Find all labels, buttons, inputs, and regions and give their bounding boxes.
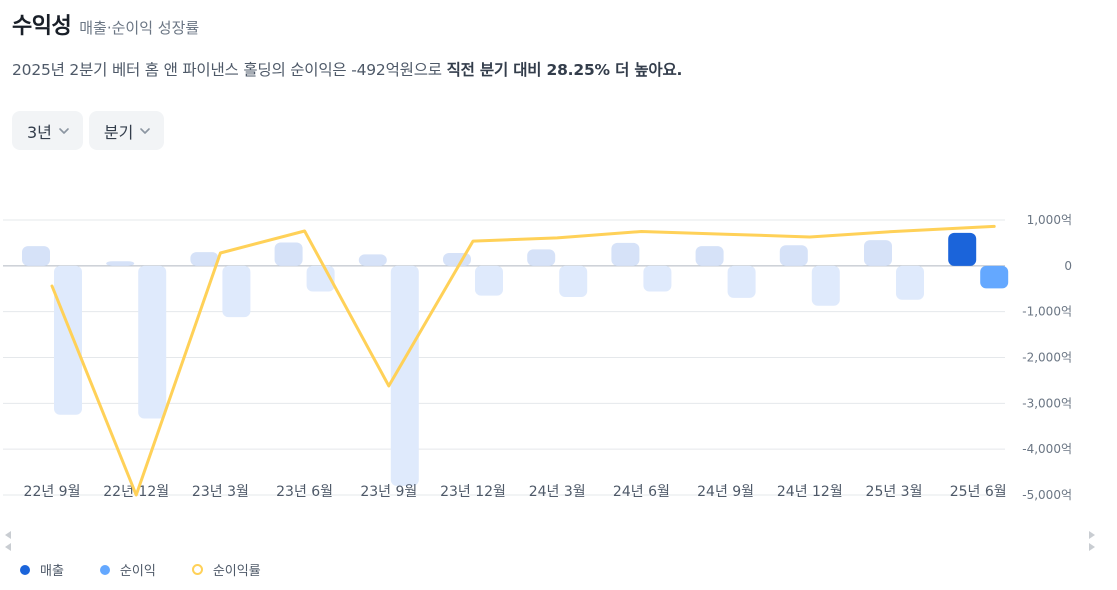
x-tick-label: 24년 6월 [613, 484, 670, 500]
netincome-bar [559, 265, 588, 297]
chart-legend: 매출 순이익 순이익률 [20, 560, 261, 579]
revenue-bar [106, 261, 135, 266]
netincome-bar [390, 265, 419, 486]
period-select[interactable]: 3년 [12, 111, 83, 150]
revenue-bar [443, 253, 471, 266]
y-tick-label: -4,000억 [1022, 442, 1072, 456]
netincome-bar [643, 265, 672, 292]
scroll-left-bottom-icon[interactable] [5, 543, 11, 551]
y-tick-label: -1,000억 [1022, 305, 1072, 319]
x-tick-label: 23년 6월 [276, 484, 333, 500]
section-subtitle: 매출·순이익 성장률 [79, 19, 200, 37]
legend-margin-ring-icon [191, 564, 203, 575]
revenue-bar [274, 242, 303, 266]
revenue-bar [779, 245, 808, 266]
revenue-bar [527, 249, 556, 266]
revenue-bar [695, 246, 724, 266]
revenue-bar [358, 254, 387, 266]
netincome-bar [475, 265, 503, 296]
revenue-bar [864, 240, 892, 266]
scroll-right-bottom-icon[interactable] [1089, 543, 1095, 551]
x-tick-label: 24년 3월 [529, 484, 586, 500]
x-tick-label: 23년 3월 [192, 484, 249, 500]
legend-label: 순이익 [119, 564, 156, 579]
chevron-down-icon [59, 127, 69, 134]
y-tick-label: -2,000억 [1022, 351, 1072, 365]
netincome-bar [222, 265, 251, 318]
y-tick-label: -5,000억 [1022, 488, 1072, 502]
summary-lead: 2025년 2분기 베터 홈 앤 파이낸스 홀딩의 순이익은 -492억원으로 [12, 61, 447, 79]
x-tick-label: 25년 3월 [866, 484, 923, 500]
revenue-bar [190, 252, 219, 266]
period-select-label: 3년 [27, 122, 52, 142]
scroll-left-top-icon[interactable] [5, 531, 11, 539]
legend-netincome-dot-icon [99, 564, 110, 575]
interval-select[interactable]: 분기 [88, 111, 165, 150]
x-tick-label: 22년 9월 [24, 484, 81, 500]
revenue-bar [22, 246, 50, 266]
revenue-bar [948, 232, 977, 266]
legend-item-revenue: 매출 [20, 560, 64, 579]
x-tick-label: 23년 9월 [360, 484, 417, 500]
netincome-bar [54, 265, 82, 415]
section-header: 수익성 매출·순이익 성장률 [12, 8, 199, 40]
netincome-bar [980, 265, 1009, 289]
chart-controls: 3년 분기 [12, 111, 165, 150]
summary-emphasis: 직전 분기 대비 28.25% 더 높아요. [446, 61, 683, 79]
netincome-bar [727, 265, 756, 298]
y-tick-label: -3,000억 [1022, 396, 1072, 410]
legend-item-netincome: 순이익 [99, 560, 156, 579]
legend-label: 매출 [40, 564, 64, 579]
x-tick-label: 23년 12월 [440, 484, 506, 500]
chevron-down-icon [140, 127, 151, 134]
y-tick-label: 0 [1064, 259, 1072, 273]
x-tick-label: 25년 6월 [950, 484, 1007, 500]
interval-select-label: 분기 [103, 122, 134, 142]
netincome-bar [896, 265, 924, 300]
legend-label: 순이익률 [212, 564, 261, 579]
x-tick-label: 24년 9월 [697, 484, 754, 500]
profitability-chart: 1,000억 0 -1,000억 -2,000억 -3,000억 -4,000억 -5,00… [3, 213, 1072, 502]
netincome-bar [811, 265, 840, 306]
legend-item-margin: 순이익률 [191, 560, 261, 579]
revenue-bar [611, 242, 640, 266]
scroll-right-top-icon[interactable] [1089, 531, 1095, 539]
legend-revenue-dot-icon [20, 564, 30, 575]
y-tick-label: 1,000억 [1027, 213, 1072, 227]
x-tick-label: 24년 12월 [777, 484, 843, 500]
netincome-bar [138, 265, 167, 419]
section-title: 수익성 [12, 14, 72, 39]
summary-text: 2025년 2분기 베터 홈 앤 파이낸스 홀딩의 순이익은 -492억원으로 … [12, 58, 682, 80]
net-margin-line [50, 224, 996, 497]
